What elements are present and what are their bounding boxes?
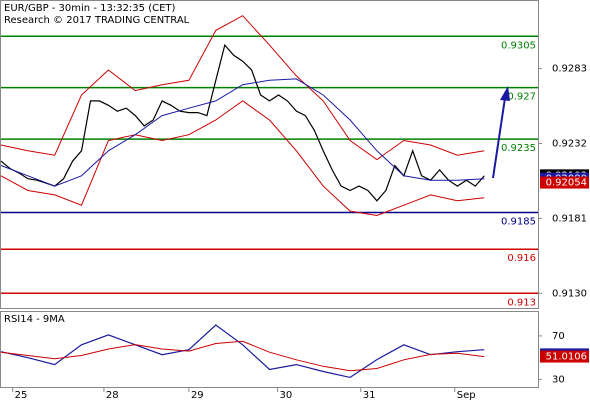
- price-panel: [0, 0, 539, 309]
- level-label: 0.9185: [501, 217, 536, 228]
- level-label: 0.9305: [501, 40, 536, 51]
- plot-layer: 0.9283 0.9232 0.9181 0.9130 0.9305 0.927 0.923…: [0, 15, 589, 400]
- x-tick-label: 25: [15, 390, 28, 400]
- chart-subtitle: Research © 2017 TRADING CENTRAL: [4, 15, 190, 26]
- rsi-title: RSI14 - 9MA: [4, 314, 65, 325]
- series-line: [0, 324, 485, 379]
- price-marker-label: 0.92054: [546, 178, 587, 189]
- arrow-head: [500, 86, 510, 101]
- projection-arrow: [492, 97, 506, 179]
- x-tick-label: Sep: [457, 390, 476, 400]
- series-line: [0, 340, 485, 372]
- rsi-panel: [0, 311, 539, 388]
- level-label: 0.916: [507, 253, 536, 264]
- chart-title: EUR/GBP - 30min - 13:32:35 (CET): [4, 3, 176, 14]
- y-tick-label: 0.9181: [552, 213, 587, 224]
- y-tick-label: 30: [552, 374, 565, 385]
- y-tick-label: 0.9283: [552, 64, 587, 75]
- price-marker: [540, 350, 589, 363]
- x-tick-label: 30: [280, 390, 293, 400]
- title-box: [2, 1, 188, 27]
- series-line: [0, 100, 485, 217]
- x-tick-label: 28: [106, 390, 119, 400]
- level-label: 0.913: [507, 297, 536, 308]
- x-tick-label: 29: [191, 390, 204, 400]
- series-line: [0, 78, 485, 187]
- y-tick-label: 0.9232: [552, 138, 587, 149]
- series-line: [0, 15, 485, 161]
- x-tick-label: 31: [363, 390, 376, 400]
- level-label: 0.927: [507, 92, 536, 103]
- level-label: 0.9235: [501, 143, 536, 154]
- y-tick-label: 0.9130: [552, 288, 587, 299]
- price-marker: [540, 176, 589, 189]
- y-tick-label: 70: [552, 331, 565, 342]
- price-marker-label: 51.0106: [546, 352, 587, 363]
